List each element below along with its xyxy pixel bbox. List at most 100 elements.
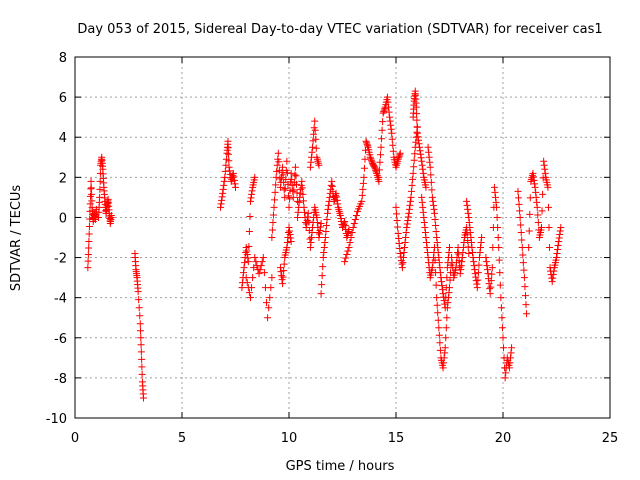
data-point — [292, 172, 300, 180]
data-point — [434, 309, 442, 317]
data-point — [344, 247, 352, 255]
data-point — [396, 250, 404, 258]
data-point — [475, 261, 483, 269]
data-point — [464, 243, 472, 251]
data-point — [96, 185, 104, 193]
data-point — [425, 153, 433, 161]
data-point — [406, 197, 414, 205]
data-point — [495, 244, 503, 252]
data-point — [410, 156, 418, 164]
data-point — [525, 227, 533, 235]
data-point — [494, 223, 502, 231]
data-point — [313, 213, 321, 221]
data-point — [341, 217, 349, 225]
data-point — [439, 290, 447, 298]
data-point — [293, 189, 301, 197]
data-point — [437, 274, 445, 282]
x-tick-label: 10 — [281, 431, 298, 446]
data-point — [287, 169, 295, 177]
data-point — [549, 274, 557, 282]
data-point — [137, 327, 145, 335]
data-point — [405, 205, 413, 213]
data-point — [321, 239, 329, 247]
data-point — [307, 234, 315, 241]
data-point — [464, 209, 472, 217]
data-point — [435, 259, 443, 267]
data-point — [283, 244, 291, 252]
data-point — [395, 235, 403, 243]
data-point — [269, 211, 277, 219]
data-point — [493, 213, 501, 221]
data-point — [499, 334, 507, 342]
y-tick-label: -10 — [46, 412, 67, 427]
data-point — [515, 200, 523, 208]
data-point — [230, 173, 238, 181]
data-point — [436, 264, 444, 272]
data-point — [498, 314, 506, 322]
y-tick-label: -4 — [54, 292, 67, 307]
data-point — [299, 190, 307, 198]
data-point — [463, 201, 471, 209]
data-point — [526, 194, 534, 202]
data-point — [441, 304, 449, 312]
data-point — [232, 183, 239, 191]
data-point — [385, 103, 393, 111]
data-point — [219, 185, 227, 193]
data-point — [519, 251, 527, 259]
data-point — [398, 264, 406, 272]
data-point — [279, 171, 287, 179]
data-point — [231, 180, 239, 188]
data-point — [138, 363, 146, 371]
data-point — [306, 235, 314, 243]
data-point — [502, 369, 510, 377]
data-point — [518, 244, 526, 252]
data-point — [342, 254, 350, 262]
data-point — [426, 158, 434, 166]
data-point — [229, 169, 237, 177]
data-point — [240, 264, 248, 272]
data-point — [440, 297, 448, 305]
data-point — [371, 165, 379, 173]
data-point — [289, 187, 297, 195]
data-point — [295, 198, 303, 206]
data-point — [360, 164, 368, 172]
data-point — [337, 214, 345, 222]
data-point — [554, 242, 562, 250]
data-point — [498, 324, 506, 332]
data-point — [517, 228, 525, 236]
data-point — [238, 284, 246, 292]
data-point — [375, 166, 383, 174]
data-point — [501, 374, 509, 382]
data-point — [533, 203, 541, 211]
data-point — [469, 249, 477, 257]
data-point — [455, 250, 463, 258]
data-point — [278, 272, 286, 280]
data-point — [414, 136, 422, 144]
data-point — [287, 234, 295, 242]
data-point — [361, 155, 369, 163]
data-point — [497, 304, 505, 312]
data-point — [315, 161, 323, 169]
data-point — [434, 244, 442, 252]
data-point — [430, 205, 438, 213]
data-point — [268, 274, 276, 282]
data-point — [292, 180, 300, 188]
data-point — [284, 192, 292, 200]
data-point — [358, 191, 366, 199]
data-point — [492, 198, 500, 206]
data-point — [328, 182, 336, 190]
data-point — [444, 299, 452, 307]
data-point — [276, 264, 284, 272]
data-point — [324, 205, 332, 213]
data-point — [441, 344, 449, 352]
data-point — [477, 244, 485, 252]
data-point — [413, 123, 421, 131]
data-point — [324, 209, 332, 217]
data-point — [494, 234, 502, 241]
data-point — [376, 151, 384, 159]
data-point — [362, 137, 370, 145]
x-tick-label: 5 — [178, 431, 186, 446]
data-point — [271, 196, 279, 204]
data-point — [312, 144, 320, 152]
data-point — [518, 236, 526, 244]
